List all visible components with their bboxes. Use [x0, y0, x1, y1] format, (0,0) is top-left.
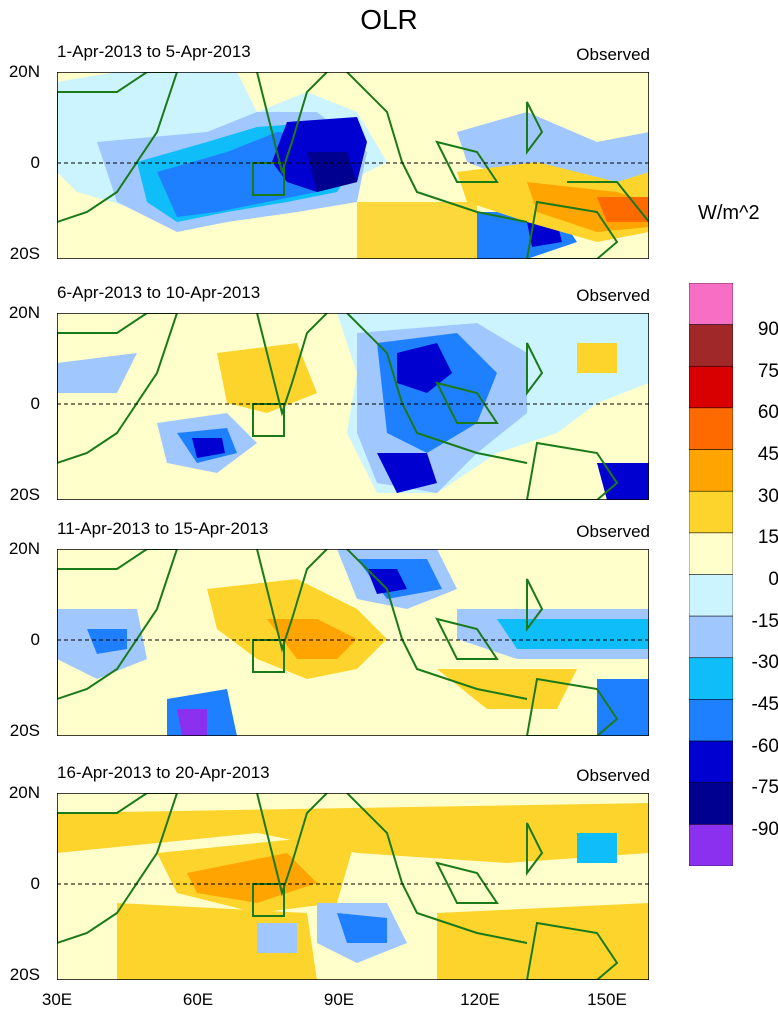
- colorbar-label: -90: [751, 819, 778, 840]
- map-panel-2: [57, 313, 649, 500]
- colorbar-swatch: [689, 324, 733, 367]
- lat-label-0: 0: [30, 153, 40, 172]
- lat-label-0: 0: [30, 630, 40, 649]
- colorbar-label: -60: [751, 736, 778, 757]
- lon-label-150e: 150E: [587, 990, 627, 1009]
- panel-4-period: 16-Apr-2013 to 20-Apr-2013: [57, 763, 270, 782]
- panel-1-period: 1-Apr-2013 to 5-Apr-2013: [57, 42, 251, 61]
- colorbar-swatch: [689, 657, 733, 700]
- lon-label-30e: 30E: [41, 990, 73, 1009]
- colorbar-swatch: [689, 615, 733, 658]
- lat-label-20n: 20N: [8, 539, 40, 558]
- colorbar-swatch: [689, 283, 733, 325]
- panel-1-source: Observed: [576, 45, 650, 64]
- lat-label-20n: 20N: [8, 783, 40, 802]
- colorbar-label: 15: [757, 527, 778, 548]
- colorbar-label: -75: [751, 777, 778, 798]
- map-panel-1: [57, 72, 649, 259]
- colorbar: [689, 283, 733, 866]
- panel-4-source: Observed: [576, 766, 650, 785]
- colorbar-label: 30: [757, 486, 778, 507]
- lon-label-90e: 90E: [323, 990, 355, 1009]
- colorbar-label: 0: [768, 569, 778, 590]
- colorbar-label: -30: [751, 652, 778, 673]
- lon-label-120e: 120E: [460, 990, 500, 1009]
- colorbar-label: 60: [757, 402, 778, 423]
- colorbar-swatch: [689, 366, 733, 409]
- colorbar-swatch: [689, 532, 733, 575]
- colorbar-swatch: [689, 449, 733, 492]
- colorbar-label: 45: [757, 444, 778, 465]
- lat-label-20s: 20S: [9, 244, 40, 263]
- colorbar-swatch: [689, 782, 733, 825]
- lat-label-20s: 20S: [9, 965, 40, 984]
- panel-3-period: 11-Apr-2013 to 15-Apr-2013: [57, 519, 269, 538]
- colorbar-label: 75: [757, 361, 778, 382]
- panel-3-source: Observed: [576, 522, 650, 541]
- colorbar-label: 90: [757, 319, 778, 340]
- lon-label-60e: 60E: [182, 990, 214, 1009]
- colorbar-swatch: [689, 740, 733, 783]
- lat-label-20s: 20S: [9, 721, 40, 740]
- colorbar-swatch: [689, 407, 733, 450]
- colorbar-units: W/m^2: [698, 202, 760, 224]
- lat-label-20s: 20S: [9, 485, 40, 504]
- lat-label-0: 0: [30, 874, 40, 893]
- lat-label-20n: 20N: [8, 62, 40, 81]
- colorbar-swatch: [689, 574, 733, 617]
- colorbar-swatch: [689, 699, 733, 742]
- colorbar-swatch: [689, 824, 733, 866]
- colorbar-swatch: [689, 490, 733, 534]
- map-panel-3: [57, 549, 649, 736]
- lat-label-0: 0: [30, 394, 40, 413]
- figure-title: OLR: [360, 4, 418, 35]
- map-panel-4: [57, 793, 649, 980]
- panel-2-source: Observed: [576, 286, 650, 305]
- colorbar-label: -15: [751, 611, 778, 632]
- panel-2-period: 6-Apr-2013 to 10-Apr-2013: [57, 283, 261, 302]
- colorbar-label: -45: [751, 694, 778, 715]
- lat-label-20n: 20N: [8, 303, 40, 322]
